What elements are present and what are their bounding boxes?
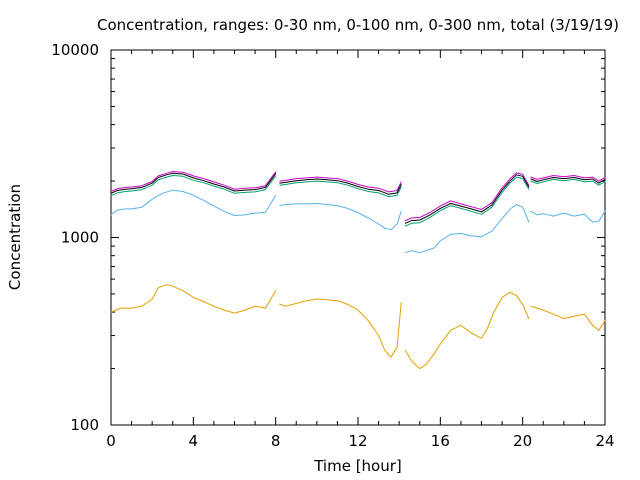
series-line-3 bbox=[110, 175, 606, 227]
series-line-1 bbox=[110, 284, 606, 370]
plot-frame bbox=[110, 49, 606, 426]
y-axis-label: Concentration bbox=[6, 184, 24, 290]
x-tick-label: 12 bbox=[348, 432, 367, 450]
series-line-4 bbox=[110, 172, 606, 224]
y-tick-label: 10000 bbox=[51, 41, 99, 59]
x-tick-label: 4 bbox=[189, 432, 199, 450]
y-tick-label: 1000 bbox=[61, 229, 99, 247]
series-line-5 bbox=[110, 171, 606, 222]
series-line-2 bbox=[110, 189, 606, 254]
x-tick-label: 24 bbox=[595, 432, 614, 450]
chart-title: Concentration, ranges: 0-30 nm, 0-100 nm… bbox=[97, 16, 619, 34]
x-tick-label: 0 bbox=[106, 432, 116, 450]
x-tick-label: 8 bbox=[271, 432, 281, 450]
x-tick-label: 20 bbox=[513, 432, 532, 450]
x-tick-label: 16 bbox=[431, 432, 450, 450]
y-axis: 100 1000 10000 bbox=[51, 41, 605, 434]
y-tick-label: 100 bbox=[70, 416, 99, 434]
series-group bbox=[110, 171, 606, 370]
x-axis-label: Time [hour] bbox=[313, 457, 402, 475]
x-axis: 0 4 8 12 16 20 24 bbox=[106, 50, 615, 450]
